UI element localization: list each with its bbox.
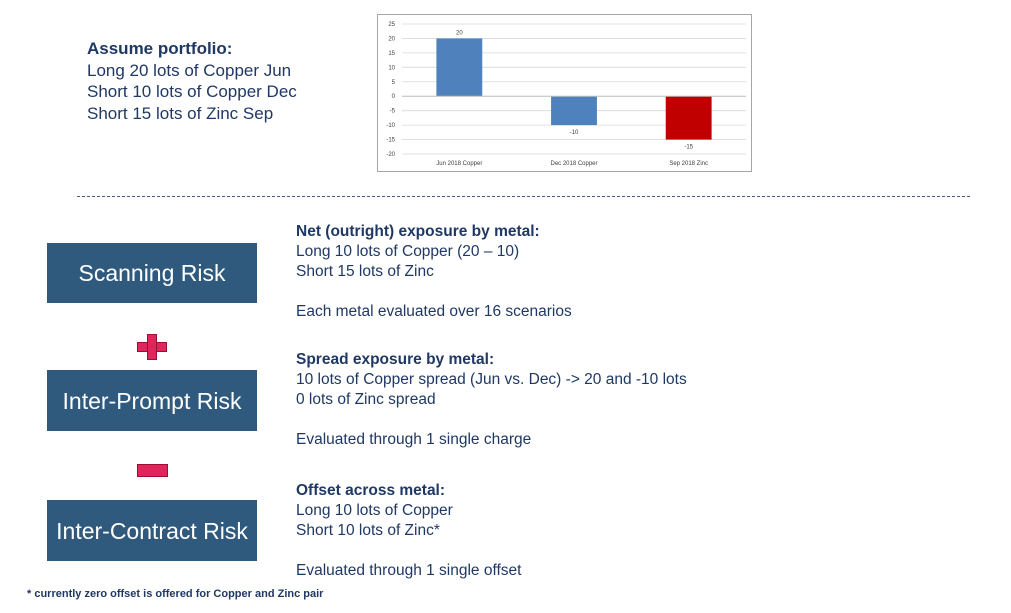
portfolio-title: Assume portfolio: [87, 39, 233, 58]
plus-icon [137, 334, 167, 360]
spread-exposure-heading: Spread exposure by metal: [296, 351, 495, 368]
y-tick-label: -20 [386, 152, 395, 158]
section-divider [77, 196, 970, 197]
y-tick-label: 10 [388, 65, 395, 71]
offset-note: Evaluated through 1 single offset [296, 562, 522, 579]
inter-prompt-risk-box: Inter-Prompt Risk [47, 370, 257, 431]
chart-bar [551, 96, 597, 126]
offset-line: Long 10 lots of Copper [296, 502, 453, 519]
scanning-risk-label: Scanning Risk [78, 260, 226, 286]
data-label: 20 [456, 30, 463, 36]
data-label: -10 [570, 130, 579, 136]
y-tick-label: 25 [388, 22, 395, 28]
x-tick-label: Dec 2018 Copper [550, 161, 597, 167]
y-tick-label: -5 [390, 109, 396, 115]
scanning-risk-box: Scanning Risk [47, 243, 257, 303]
inter-contract-risk-label: Inter-Contract Risk [56, 517, 248, 544]
portfolio-line: Short 15 lots of Zinc Sep [87, 103, 274, 123]
footnote: * currently zero offset is offered for C… [27, 588, 324, 600]
chart-svg: 25 20 15 10 5 0 -5 -10 -15 -20 20 Jun 2018 Copper -1… [386, 22, 746, 167]
data-label: -15 [684, 145, 693, 151]
net-exposure-heading: Net (outright) exposure by metal: [296, 223, 540, 240]
chart-bar [665, 96, 712, 140]
y-tick-label: 15 [388, 51, 395, 57]
y-tick-label: 20 [388, 36, 395, 42]
spread-exposure-section: Spread exposure by metal: 10 lots of Cop… [296, 350, 687, 450]
exposure-chart: 25 20 15 10 5 0 -5 -10 -15 -20 20 Jun 2018 Copper -1… [377, 14, 752, 172]
offset-section: Offset across metal: Long 10 lots of Cop… [296, 481, 521, 581]
net-exposure-note: Each metal evaluated over 16 scenarios [296, 303, 572, 320]
y-tick-label: -15 [386, 138, 395, 144]
inter-prompt-risk-label: Inter-Prompt Risk [62, 387, 242, 414]
y-tick-label: 0 [392, 94, 396, 100]
y-tick-label: -10 [386, 123, 395, 129]
portfolio-block: Assume portfolio: Long 20 lots of Copper… [87, 38, 297, 124]
net-exposure-line: Short 15 lots of Zinc [296, 263, 434, 280]
y-tick-label: 5 [392, 80, 396, 86]
net-exposure-line: Long 10 lots of Copper (20 – 10) [296, 243, 520, 260]
minus-icon [137, 464, 168, 477]
portfolio-line: Short 10 lots of Copper Dec [87, 82, 297, 101]
chart-bar [436, 38, 483, 97]
spread-exposure-line: 10 lots of Copper spread (Jun vs. Dec) -… [296, 371, 687, 388]
spread-exposure-line: 0 lots of Zinc spread [296, 391, 436, 408]
x-tick-label: Sep 2018 Zinc [669, 161, 708, 167]
inter-contract-risk-box: Inter-Contract Risk [47, 500, 257, 561]
net-exposure-section: Net (outright) exposure by metal: Long 1… [296, 222, 572, 322]
offset-heading: Offset across metal: [296, 482, 446, 499]
offset-line: Short 10 lots of Zinc* [296, 522, 440, 539]
portfolio-line: Long 20 lots of Copper Jun [87, 60, 292, 80]
x-tick-label: Jun 2018 Copper [436, 161, 482, 167]
spread-exposure-note: Evaluated through 1 single charge [296, 431, 532, 448]
